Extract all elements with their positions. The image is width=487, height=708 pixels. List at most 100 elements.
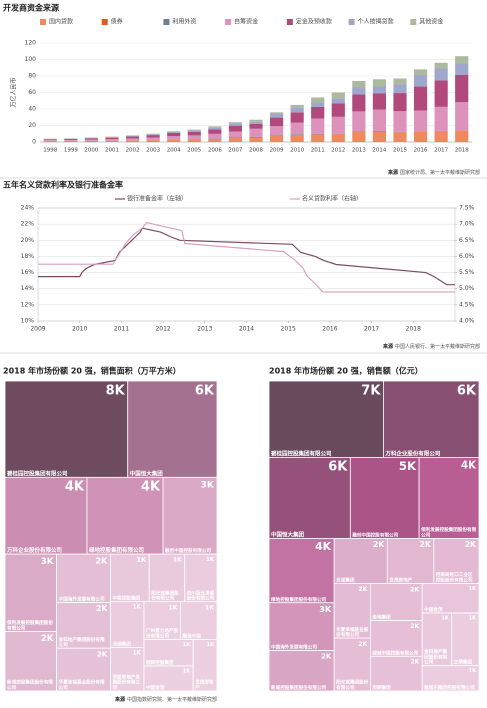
y2-tick-label: 6.0%: [459, 253, 475, 260]
cell-name-line: 广州富力地产股: [146, 627, 179, 634]
legend-label: 名义贷款利率（右轴）: [302, 195, 362, 203]
source-label: 来源: [114, 696, 125, 703]
cell-name-line: 公司: [59, 641, 69, 648]
cell-name: 旭辉集团: [371, 684, 391, 691]
bar-segment: [147, 138, 160, 140]
bar-segment: [188, 132, 201, 136]
value-label: 6K: [195, 383, 215, 398]
cell-name-line: 有限公司: [336, 684, 355, 691]
cell-name: 绿地控股集团股份有限公司: [271, 595, 327, 602]
bar-segment: [208, 134, 221, 139]
cell-name-line: 旭辉集团: [371, 684, 391, 691]
cell-name-line: 新城控股集团股份有限公司: [271, 684, 327, 691]
y-tick-label: 18%: [21, 253, 35, 260]
cell-name: 龙湖集团: [111, 640, 131, 647]
x-tick-label: 2004: [167, 148, 181, 154]
bar-segment: [188, 140, 201, 142]
legend-label: 债券: [111, 18, 123, 26]
bar-segment: [291, 107, 304, 112]
bar-segment: [64, 140, 77, 141]
cell-name-line: 融创中国控股有限公司: [352, 531, 398, 538]
source-text: 国家统计局、第一太平戴维斯研究部: [400, 169, 480, 176]
x-tick-label: 2005: [187, 148, 201, 154]
x-tick-label: 2011: [114, 326, 129, 333]
value-label: 1K: [183, 642, 191, 648]
bar-segment: [373, 79, 386, 86]
x-tick-label: 2009: [270, 148, 284, 154]
cell-name-line: 正荣集团: [454, 658, 473, 665]
bar-segment: [352, 81, 365, 87]
cell-name: 绿城中国控股有限公司: [372, 649, 418, 656]
bar-segment: [44, 139, 57, 140]
value-label: 2K: [465, 540, 477, 549]
cell-name-line: 展股份有限公: [112, 678, 140, 685]
cell-name-line: 控股股份有限公司: [436, 576, 473, 583]
cell-name-line: 荣盛房地产发: [111, 673, 140, 680]
cell-name-line: 公司: [59, 684, 69, 691]
bar-segment: [249, 129, 262, 137]
cell-name-line: 绿地控股集团有限公司: [89, 546, 144, 554]
x-tick-label: 2018: [406, 326, 421, 333]
chart-title: 开发商资金来源: [3, 3, 59, 13]
bar-segment: [455, 56, 468, 63]
y-tick-label: 10%: [21, 318, 35, 325]
cell-name-line: 碧桂园控股集团有限公司: [270, 449, 332, 457]
bar-segment: [435, 68, 448, 80]
x-tick-label: 2009: [30, 326, 45, 333]
value-label: 6K: [328, 460, 348, 475]
value-label: 2K: [410, 623, 419, 630]
cell-name-line: 万科企业股份有限公司: [6, 546, 62, 554]
value-label: 3K: [41, 557, 55, 567]
cell-name-line: 阳光城集团股: [151, 589, 179, 596]
cell-name: 中国恒大集团: [271, 530, 305, 538]
cell-name-line: 中国海外发展有限公司: [271, 643, 317, 650]
y-tick-label: 22%: [21, 221, 35, 228]
cell-name-line: 世茂房地产: [389, 576, 412, 583]
x-tick-label: 2008: [249, 148, 263, 154]
y-tick-label: 80: [28, 73, 36, 80]
bar-segment: [208, 139, 221, 142]
value-label: 1K: [441, 616, 449, 622]
value-label: 4K: [315, 540, 332, 553]
value-label: 2K: [420, 540, 432, 549]
value-label: 3K: [201, 479, 215, 490]
bar-segment: [393, 93, 406, 111]
value-label: 1K: [137, 556, 148, 564]
bar-segment: [105, 138, 118, 140]
value-label: 2K: [358, 641, 367, 648]
value-label: 1K: [133, 605, 142, 611]
value-label: 1K: [168, 604, 177, 611]
bar-segment: [373, 93, 386, 109]
value-label: 2K: [358, 586, 367, 593]
bar-segment: [332, 98, 345, 103]
cell-name: 中国海外发展有限公司: [59, 595, 105, 602]
bar-segment: [229, 123, 242, 125]
cell-name: 中国海外发展有限公司: [271, 643, 317, 650]
bar-segment: [435, 80, 448, 106]
cell-name: 正荣集团: [454, 658, 473, 665]
value-label: 4K: [141, 480, 161, 495]
bar-segment: [332, 93, 345, 99]
bar-segment: [126, 136, 139, 137]
cell-name-line: 龙湖集团: [335, 576, 355, 583]
bar-segment: [311, 118, 324, 133]
value-label: 8K: [106, 383, 126, 398]
cell-name-line: 有限公司: [7, 624, 26, 631]
x-tick-label: 2016: [322, 326, 337, 333]
bar-segment: [208, 129, 221, 134]
cell-name-line: 绿城中国控股有限公司: [372, 649, 418, 656]
value-label: 1K: [469, 586, 477, 592]
source: 来源 中国人民银行、第一太平戴维斯研究部: [382, 343, 480, 350]
source-label: 来源: [382, 343, 393, 350]
value-label: 3K: [319, 604, 332, 614]
bar-segment: [311, 134, 324, 142]
x-tick-label: 2012: [155, 326, 170, 333]
value-label: 4K: [65, 480, 85, 495]
bar-segment: [414, 75, 427, 87]
y-axis-label: 万亿人民币: [10, 77, 18, 107]
bar-segment: [249, 122, 262, 124]
cell-name: 雅居乐集团控股有限公司: [424, 684, 475, 691]
cell-name-line: 保利发展控股集团股份有限: [420, 526, 477, 533]
bar-segment: [270, 118, 283, 127]
x-tick-label: 2013: [352, 148, 366, 154]
